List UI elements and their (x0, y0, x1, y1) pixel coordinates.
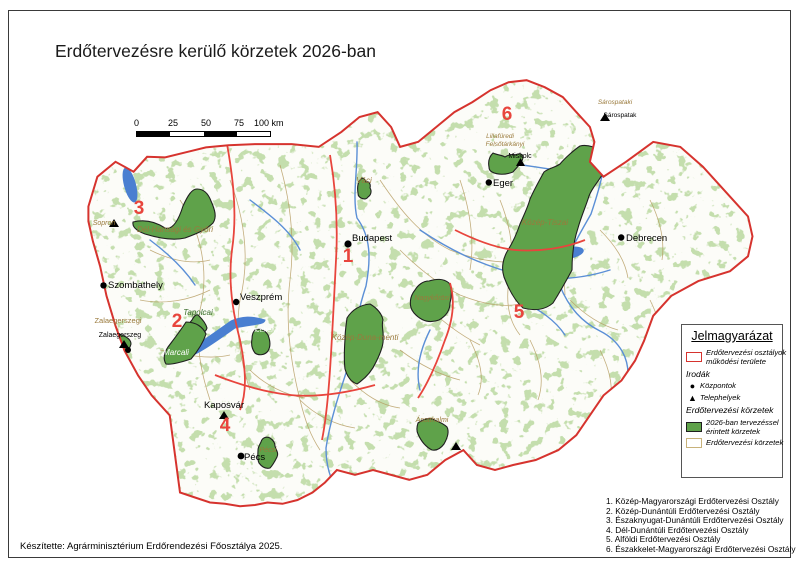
svg-text:Sárospataki: Sárospataki (598, 99, 633, 106)
svg-text:4: 4 (220, 415, 231, 436)
svg-text:1: 1 (343, 246, 354, 267)
svg-text:6: 6 (502, 104, 513, 125)
svg-text:Tapolcai: Tapolcai (183, 308, 213, 317)
svg-text:Dél-Hansági és Győri: Dél-Hansági és Győri (137, 225, 213, 234)
svg-text:3: 3 (134, 198, 145, 219)
svg-text:5: 5 (514, 302, 525, 323)
svg-text:Pincehelyi: Pincehelyi (246, 327, 278, 334)
svg-text:Kaposvár: Kaposvár (204, 400, 244, 411)
svg-text:Budapest: Budapest (352, 233, 393, 244)
svg-text:Eger: Eger (493, 178, 513, 189)
svg-text:Zalaegerszeg: Zalaegerszeg (99, 332, 142, 339)
svg-text:Zalaegerszegi: Zalaegerszegi (94, 316, 141, 325)
svg-text:Váci: Váci (356, 176, 372, 185)
svg-text:Sárospatak: Sárospatak (604, 112, 638, 119)
svg-text:Közép-Duna-menti: Közép-Duna-menti (332, 333, 399, 342)
svg-text:Miskolc: Miskolc (508, 153, 532, 160)
svg-text:Felsőtárkányi: Felsőtárkányi (486, 141, 525, 148)
svg-text:Szombathely: Szombathely (108, 280, 163, 291)
svg-text:Ásotthalmi: Ásotthalmi (415, 415, 449, 424)
svg-text:Nagykőrösi: Nagykőrösi (414, 295, 449, 302)
svg-text:2: 2 (172, 311, 183, 332)
svg-text:Veszprém: Veszprém (240, 292, 282, 303)
svg-text:Közép-Tiszai: Közép-Tiszai (522, 218, 568, 227)
svg-text:Marcali: Marcali (163, 348, 189, 357)
svg-text:Debrecen: Debrecen (626, 233, 667, 244)
svg-text:Pécsi: Pécsi (259, 447, 277, 454)
svg-text:Sopron: Sopron (93, 220, 116, 227)
svg-text:Lillafüredi: Lillafüredi (486, 133, 514, 140)
